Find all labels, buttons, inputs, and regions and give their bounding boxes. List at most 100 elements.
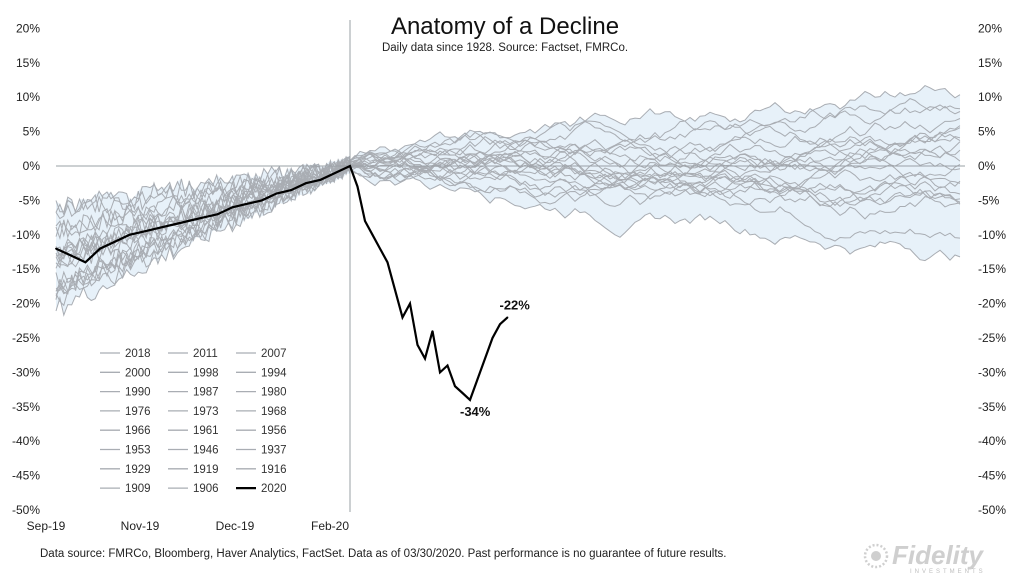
point-2020 bbox=[469, 399, 471, 401]
chart-title: Anatomy of a Decline bbox=[391, 13, 619, 40]
point-2020 bbox=[454, 385, 456, 388]
point-2020 bbox=[409, 302, 411, 305]
point-2020 bbox=[484, 357, 486, 360]
point-2020 bbox=[476, 378, 479, 381]
fidelity-logo: Fidelity INVESTMENTS bbox=[863, 540, 986, 575]
historical-line bbox=[55, 148, 961, 216]
y-tick-right: -35% bbox=[978, 400, 1006, 414]
historical-line bbox=[55, 124, 961, 257]
point-2020 bbox=[231, 206, 234, 209]
point-2020 bbox=[424, 357, 426, 360]
point-2020 bbox=[394, 288, 396, 291]
y-tick-right: 5% bbox=[978, 125, 996, 139]
legend-label: 1909 bbox=[125, 483, 151, 495]
legend-label: 2018 bbox=[125, 348, 151, 360]
point-2020 bbox=[356, 185, 359, 188]
point-2020 bbox=[202, 216, 204, 219]
historical-line bbox=[55, 151, 961, 300]
y-tick-left: 5% bbox=[23, 125, 41, 139]
legend-label: 1919 bbox=[193, 464, 219, 476]
point-2020 bbox=[461, 392, 464, 394]
y-tick-left: 0% bbox=[23, 159, 41, 173]
point-2020 bbox=[416, 344, 419, 346]
annotation-label: -22% bbox=[500, 297, 531, 312]
legend-label: 1994 bbox=[261, 367, 287, 379]
y-tick-left: 10% bbox=[16, 90, 40, 104]
point-2020 bbox=[499, 323, 501, 326]
point-2020 bbox=[69, 254, 72, 257]
point-2020 bbox=[364, 220, 366, 222]
legend-label: 1937 bbox=[261, 445, 287, 457]
point-2020 bbox=[379, 247, 381, 250]
legend: 2018 2011 2007 2000 1998 1994 1990 1987 1980 1976… bbox=[100, 348, 287, 495]
point-2020 bbox=[260, 199, 263, 202]
point-2020 bbox=[305, 182, 307, 185]
y-tick-left: -45% bbox=[12, 469, 40, 483]
y-tick-right: 15% bbox=[978, 56, 1002, 70]
point-2020 bbox=[246, 202, 249, 205]
line-2020 bbox=[55, 164, 509, 402]
legend-label: 1987 bbox=[193, 387, 219, 399]
y-tick-left: -40% bbox=[12, 434, 40, 448]
chart-subtitle: Daily data since 1928. Source: Factset, … bbox=[382, 42, 628, 54]
legend-label: 1946 bbox=[193, 445, 219, 457]
historical-line bbox=[55, 85, 961, 269]
y-tick-left: -10% bbox=[12, 228, 40, 242]
historical-line bbox=[55, 98, 961, 220]
historical-line bbox=[55, 125, 961, 215]
legend-label: 1961 bbox=[193, 425, 219, 437]
legend-label: 1966 bbox=[125, 425, 151, 437]
point-2020 bbox=[143, 230, 146, 233]
point-2020 bbox=[386, 261, 389, 264]
logo-subtext: INVESTMENTS bbox=[910, 569, 986, 575]
legend-label: 1953 bbox=[125, 445, 151, 457]
historical-line bbox=[55, 102, 961, 307]
y-tick-right: -5% bbox=[978, 193, 1000, 207]
legend-label: 1906 bbox=[193, 483, 219, 495]
x-tick: Nov-19 bbox=[121, 519, 160, 533]
y-tick-left: -25% bbox=[12, 331, 40, 345]
point-2020 bbox=[216, 213, 219, 216]
y-tick-right: -20% bbox=[978, 297, 1006, 311]
legend-label: 2007 bbox=[261, 348, 287, 360]
point-2020 bbox=[349, 165, 351, 167]
legend-label: 1968 bbox=[261, 406, 287, 418]
point-2020 bbox=[187, 220, 190, 222]
y-tick-right: 20% bbox=[978, 21, 1002, 35]
legend-label: 1980 bbox=[261, 387, 287, 399]
y-tick-right: -30% bbox=[978, 365, 1006, 379]
y-tick-left: -5% bbox=[19, 193, 41, 207]
y-tick-right: -10% bbox=[978, 228, 1006, 242]
point-2020 bbox=[319, 178, 322, 181]
annotations: -22% -34% bbox=[460, 297, 530, 419]
y-tick-right: -40% bbox=[978, 434, 1006, 448]
y-tick-right: 10% bbox=[978, 90, 1002, 104]
x-tick: Dec-19 bbox=[216, 519, 255, 533]
annotation-label: -34% bbox=[460, 404, 491, 419]
legend-label: 2011 bbox=[193, 348, 218, 360]
y-tick-left: -15% bbox=[12, 262, 40, 276]
fidelity-burst-icon bbox=[863, 543, 889, 569]
point-2020 bbox=[506, 316, 509, 319]
point-2020 bbox=[275, 192, 278, 195]
point-2020 bbox=[55, 247, 57, 250]
y-tick-left: 20% bbox=[16, 21, 40, 35]
range-band bbox=[56, 85, 960, 316]
y-axis-left: 20% 15% 10% 5% 0% -5% -10% -15% -20% -25% -30% -35%… bbox=[12, 21, 40, 517]
point-2020 bbox=[401, 316, 404, 319]
y-tick-right: 0% bbox=[978, 159, 996, 173]
legend-label: 1916 bbox=[261, 464, 287, 476]
y-tick-left: -30% bbox=[12, 365, 40, 379]
point-2020 bbox=[491, 337, 494, 339]
historical-line bbox=[55, 155, 961, 268]
point-2020 bbox=[84, 261, 87, 264]
legend-label: 1973 bbox=[193, 406, 219, 418]
historical-lines bbox=[55, 85, 961, 317]
legend-label: 2020 bbox=[261, 483, 287, 495]
historical-line bbox=[55, 151, 961, 317]
range-band-area bbox=[56, 85, 960, 316]
y-tick-right: -50% bbox=[978, 503, 1006, 517]
y-tick-right: -15% bbox=[978, 262, 1006, 276]
point-2020 bbox=[290, 189, 293, 192]
